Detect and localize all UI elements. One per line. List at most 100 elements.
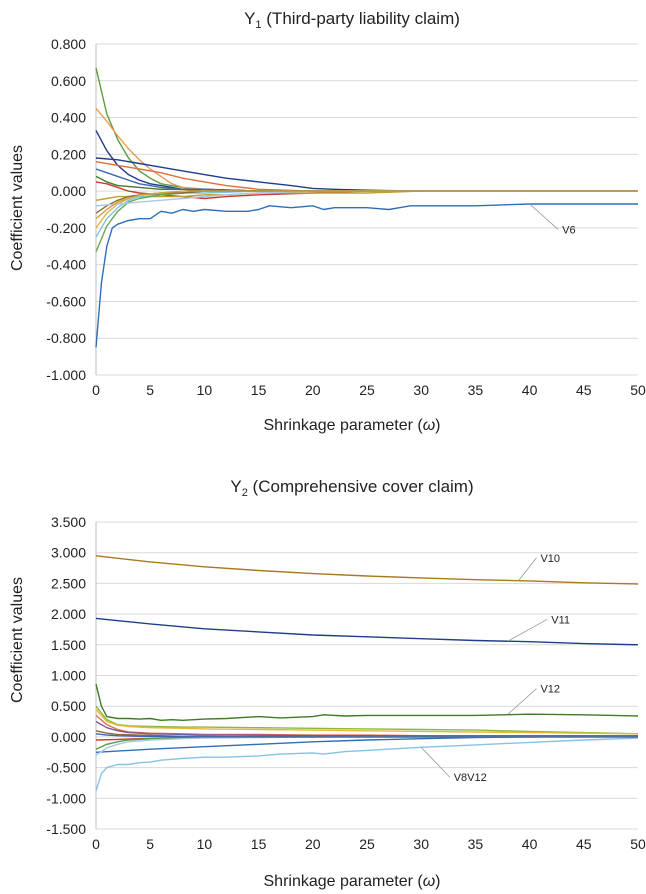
y-axis-label: Coefficient values xyxy=(9,145,26,271)
y-tick-label: 0.200 xyxy=(51,146,86,162)
y-tick-label: 0.800 xyxy=(51,36,86,52)
annotations: V10 V11 V12 V8V12 xyxy=(420,553,570,784)
x-tick-label: 15 xyxy=(251,382,267,398)
annotation-leader xyxy=(518,557,537,581)
y-tick-labels: 0.800 0.600 0.400 0.200 0.000 -0.200 -0.400 -0.… xyxy=(46,36,86,383)
y-tick-labels: 3.500 3.000 2.500 2.000 1.500 1.000 0.500 0.000… xyxy=(46,514,86,837)
y-tick-label: 0.500 xyxy=(51,698,86,714)
y-tick-label: 1.000 xyxy=(51,668,86,684)
series-line-unlabeled-1 xyxy=(95,67,638,192)
x-tick-label: 40 xyxy=(522,836,538,852)
series-line-v10 xyxy=(95,555,639,585)
x-tick-label: 30 xyxy=(413,836,429,852)
x-axis-label-text: Shrinkage parameter ( xyxy=(264,417,424,434)
series-line-unlabeled-6 xyxy=(95,708,639,735)
y-tick-label: -1.500 xyxy=(46,821,86,837)
y-tick-label: 2.000 xyxy=(51,606,86,622)
x-axis-label: Shrinkage parameter (ω) xyxy=(264,873,441,890)
y-tick-label: 2.500 xyxy=(51,575,86,591)
y-tick-label: -0.200 xyxy=(46,220,86,236)
annotation-leader xyxy=(420,747,451,778)
series-line-unlabeled-10 xyxy=(95,190,638,238)
x-tick-label: 0 xyxy=(92,836,100,852)
annotation-leader xyxy=(529,203,559,230)
series-line-unlabeled-12 xyxy=(95,190,638,214)
series-line-unlabeled-5 xyxy=(95,161,638,192)
annotation-leader xyxy=(507,618,548,642)
x-tick-label: 45 xyxy=(576,382,592,398)
title-main: Y xyxy=(244,9,255,28)
y-tick-label: 0.000 xyxy=(51,729,86,745)
annotation-label-v11: V11 xyxy=(551,614,570,626)
series-line-unlabeled-11 xyxy=(95,190,638,253)
chart-y2: Y2 (Comprehensive cover claim) 3.500 3.00… xyxy=(9,477,646,890)
title-subscript: 2 xyxy=(242,487,248,499)
series-line-v12 xyxy=(95,683,639,721)
x-tick-label: 40 xyxy=(522,382,538,398)
title-rest: (Comprehensive cover claim) xyxy=(248,477,474,496)
x-tick-label: 50 xyxy=(630,382,646,398)
x-tick-label: 35 xyxy=(468,836,484,852)
series-line-unlabeled-4 xyxy=(95,157,638,192)
series-line-v11 xyxy=(95,617,639,646)
x-axis-label: Shrinkage parameter (ω) xyxy=(264,417,441,434)
annotations: V6 xyxy=(529,203,576,236)
series-line-unlabeled-13 xyxy=(95,190,638,207)
x-tick-label: 25 xyxy=(359,836,375,852)
y-tick-label: -0.600 xyxy=(46,293,86,309)
series-line-unlabeled-2 xyxy=(95,107,638,192)
series-line-unlabeled-3 xyxy=(95,130,638,192)
x-tick-labels: 0 5 10 15 20 25 30 35 40 45 50 xyxy=(92,382,646,398)
x-tick-label: 50 xyxy=(630,836,646,852)
y-tick-label: 0.000 xyxy=(51,183,86,199)
x-tick-label: 5 xyxy=(146,382,154,398)
omega-symbol: ω xyxy=(423,417,435,434)
title-rest: (Third-party liability claim) xyxy=(262,9,460,28)
x-tick-label: 10 xyxy=(197,382,213,398)
x-tick-label: 0 xyxy=(92,382,100,398)
y-tick-label: -0.500 xyxy=(46,760,86,776)
y-tick-label: 0.400 xyxy=(51,110,86,126)
annotation-label-v6: V6 xyxy=(562,224,575,236)
grid-lines xyxy=(95,43,638,376)
series-line-unlabeled-14 xyxy=(95,175,638,192)
y-tick-label: 0.600 xyxy=(51,73,86,89)
title-main: Y xyxy=(230,477,241,496)
x-tick-label: 25 xyxy=(359,382,375,398)
y-tick-label: 3.000 xyxy=(51,545,86,561)
x-axis-label-end: ) xyxy=(435,417,440,434)
x-tick-labels: 0 5 10 15 20 25 30 35 40 45 50 xyxy=(92,836,646,852)
chart-title: Y2 (Comprehensive cover claim) xyxy=(230,477,473,499)
annotation-leader xyxy=(507,688,537,715)
x-tick-label: 45 xyxy=(576,836,592,852)
omega-symbol: ω xyxy=(423,873,435,890)
y-tick-label: -0.400 xyxy=(46,257,86,273)
y-tick-label: 1.500 xyxy=(51,637,86,653)
y-tick-label: 3.500 xyxy=(51,514,86,530)
x-tick-label: 30 xyxy=(413,382,429,398)
series-line-v8v12 xyxy=(95,737,639,792)
series-lines xyxy=(95,555,639,792)
chart-y1: Y1 (Third-party liability claim) 0.8000.… xyxy=(9,9,646,434)
series-lines xyxy=(95,67,638,348)
y-tick-label: -1.000 xyxy=(46,367,86,383)
x-tick-label: 20 xyxy=(305,382,321,398)
y-tick-label: -0.800 xyxy=(46,330,86,346)
x-tick-label: 5 xyxy=(146,836,154,852)
x-tick-label: 20 xyxy=(305,836,321,852)
series-line-unlabeled-15 xyxy=(95,190,638,220)
x-tick-label: 15 xyxy=(251,836,267,852)
chart-title: Y1 (Third-party liability claim) xyxy=(244,9,460,31)
x-tick-label: 10 xyxy=(197,836,213,852)
annotation-label-v12: V12 xyxy=(540,684,560,696)
series-line-unlabeled-13 xyxy=(95,733,638,738)
x-tick-label: 35 xyxy=(468,382,484,398)
annotation-label-v8v12: V8V12 xyxy=(454,772,487,784)
x-axis-label-text: Shrinkage parameter ( xyxy=(264,873,424,890)
grid-lines xyxy=(95,521,638,830)
series-line-v6 xyxy=(95,203,638,348)
x-axis-label-end: ) xyxy=(435,873,440,890)
y-tick-label: -1.000 xyxy=(46,790,86,806)
